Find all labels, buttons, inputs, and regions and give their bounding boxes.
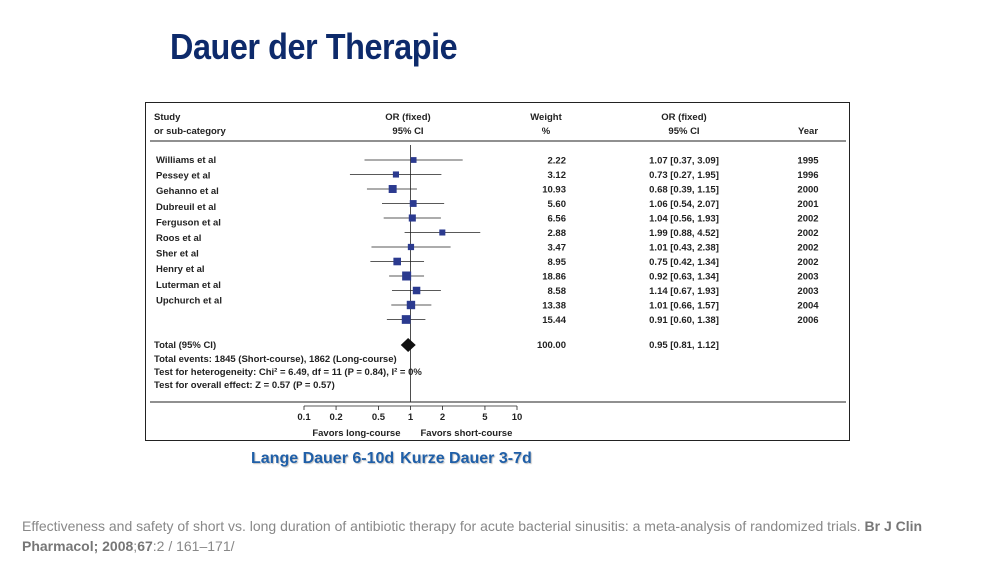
study-name: Sher et al [156, 249, 199, 260]
favors-short-label: Favors short-course [421, 428, 513, 439]
study-ci-text: 0.91 [0.60, 1.38] [649, 315, 719, 326]
study-year: 2002 [797, 214, 818, 225]
study-year: 2006 [797, 315, 818, 326]
study-marker [406, 300, 416, 310]
x-axis-tick-label: 5 [482, 412, 488, 423]
header-ci-right: 95% CI [668, 126, 699, 137]
summary-note: Test for heterogeneity: Chi² = 6.49, df … [154, 367, 422, 378]
study-name: Dubreuil et al [156, 202, 216, 213]
study-name: Pessey et al [156, 171, 210, 182]
header-subcategory: or sub-category [154, 126, 227, 137]
study-marker [388, 185, 397, 193]
header-weight: Weight [530, 112, 562, 123]
total-diamond [400, 338, 416, 352]
study-weight: 5.60 [548, 199, 567, 210]
header-weight-unit: % [542, 126, 551, 137]
citation-journal: Br J Clin Pharmacol; 2008 [22, 518, 923, 554]
header-year: Year [798, 126, 818, 137]
study-name: Henry et al [156, 264, 205, 275]
total-weight: 100.00 [537, 340, 566, 351]
study-marker [409, 200, 417, 207]
citation-volume: 67 [137, 538, 153, 554]
study-weight: 15.44 [542, 315, 566, 326]
study-weight: 2.88 [548, 228, 567, 239]
study-year: 2002 [797, 257, 818, 268]
study-weight: 18.86 [542, 272, 566, 283]
study-ci-text: 1.06 [0.54, 2.07] [649, 199, 719, 210]
study-weight: 8.58 [548, 286, 567, 297]
citation: Effectiveness and safety of short vs. lo… [22, 516, 982, 556]
study-year: 2002 [797, 228, 818, 239]
forest-plot: Study or sub-category OR (fixed) 95% CI Weig… [150, 112, 846, 439]
slide-title: Dauer der Therapie [170, 26, 458, 67]
study-ci-text: 1.01 [0.43, 2.38] [649, 243, 719, 254]
x-axis-tick-label: 2 [440, 412, 445, 423]
x-axis-tick-label: 0.5 [372, 412, 386, 423]
study-ci-text: 1.04 [0.56, 1.93] [649, 214, 719, 225]
study-year: 2002 [797, 243, 818, 254]
study-marker [412, 286, 421, 295]
summary-note: Test for overall effect: Z = 0.57 (P = 0… [154, 380, 335, 391]
study-ci-text: 0.92 [0.63, 1.34] [649, 272, 719, 283]
study-year: 1996 [797, 170, 818, 181]
total-ci-text: 0.95 [0.81, 1.12] [649, 340, 719, 351]
study-marker [393, 257, 401, 266]
study-name: Roos et al [156, 233, 201, 244]
study-name: Upchurch et al [156, 295, 222, 306]
study-name: Gehanno et al [156, 186, 219, 197]
study-year: 2003 [797, 272, 818, 283]
study-ci-text: 0.68 [0.39, 1.15] [649, 185, 719, 196]
x-axis-tick-label: 10 [512, 412, 523, 423]
x-axis-tick-label: 0.1 [297, 412, 311, 423]
x-axis-tick-label: 0.2 [329, 412, 342, 423]
study-marker [401, 315, 411, 324]
header-study: Study [154, 112, 181, 123]
study-marker [408, 214, 416, 222]
study-marker [402, 271, 412, 281]
study-year: 2000 [797, 185, 818, 196]
study-weight: 3.12 [548, 170, 567, 181]
header-or-fixed-right: OR (fixed) [661, 112, 706, 123]
total-label: Total (95% CI) [154, 340, 216, 351]
citation-pages: :2 / 161–171/ [152, 538, 235, 554]
study-year: 2004 [797, 301, 819, 312]
duration-labels: Lange Dauer 6-10d Kurze Dauer 3-7d [251, 450, 538, 468]
study-name: Luterman et al [156, 280, 221, 291]
study-weight: 2.22 [548, 156, 567, 167]
study-marker [407, 243, 415, 251]
short-duration-label: Kurze Dauer 3-7d [400, 450, 532, 467]
study-weight: 6.56 [548, 214, 567, 225]
study-weight: 3.47 [548, 243, 567, 254]
summary-note: Total events: 1845 (Short-course), 1862 … [154, 354, 397, 365]
header-or-fixed: OR (fixed) [385, 112, 430, 123]
study-weight: 10.93 [542, 185, 566, 196]
study-ci-text: 1.99 [0.88, 4.52] [649, 228, 719, 239]
study-marker [392, 171, 400, 178]
study-ci-text: 1.14 [0.67, 1.93] [649, 286, 719, 297]
citation-text: Effectiveness and safety of short vs. lo… [22, 518, 865, 534]
study-ci-text: 1.01 [0.66, 1.57] [649, 301, 719, 312]
study-ci-text: 1.07 [0.37, 3.09] [649, 156, 719, 167]
study-ci-text: 0.75 [0.42, 1.34] [649, 257, 719, 268]
long-duration-label: Lange Dauer 6-10d [251, 450, 395, 467]
study-name: Williams et al [156, 155, 216, 166]
header-or-ci: 95% CI [392, 126, 423, 137]
study-year: 1995 [797, 156, 819, 167]
forest-plot-figure: Study or sub-category OR (fixed) 95% CI Weig… [145, 102, 850, 441]
study-weight: 13.38 [542, 301, 566, 312]
x-axis-tick-label: 1 [408, 412, 414, 423]
study-year: 2001 [797, 199, 819, 210]
citation-sep: ; [133, 538, 138, 554]
study-marker [439, 229, 446, 236]
study-year: 2003 [797, 286, 818, 297]
favors-long-label: Favors long-course [312, 428, 400, 439]
study-name: Ferguson et al [156, 217, 221, 228]
study-weight: 8.95 [548, 257, 567, 268]
study-marker [410, 157, 417, 163]
study-ci-text: 0.73 [0.27, 1.95] [649, 170, 719, 181]
